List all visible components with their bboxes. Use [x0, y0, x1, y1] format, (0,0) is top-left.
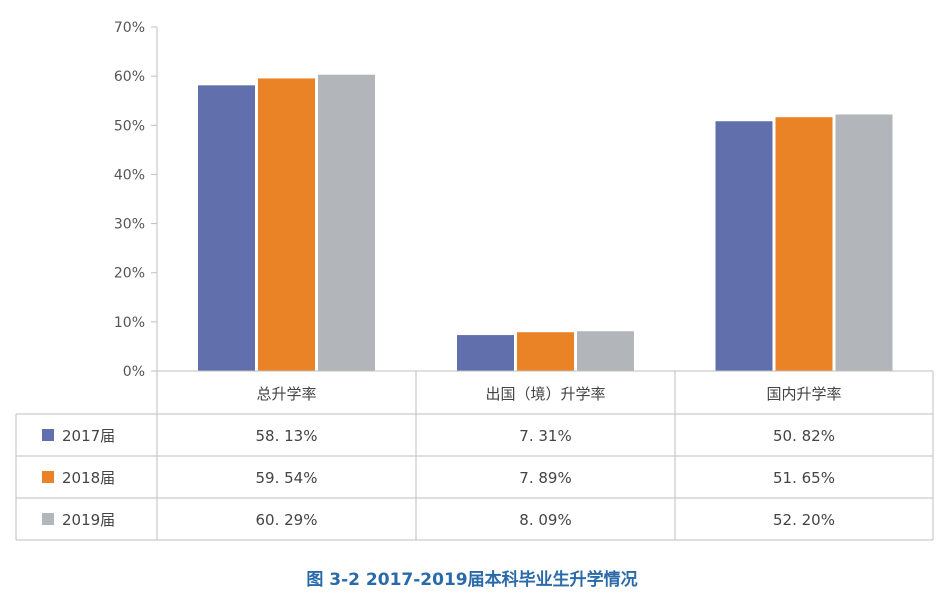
y-tick-label: 50%: [114, 118, 145, 134]
y-tick-label: 0%: [123, 364, 145, 380]
table-cell-value: 8. 09%: [519, 511, 571, 529]
bar-2019届: [318, 74, 375, 371]
table-cell-value: 51. 65%: [773, 469, 835, 487]
series-label: 2019届: [62, 511, 115, 529]
axis-layer: 0% 10% 20% 30% 40% 50% 60% 70%: [114, 20, 158, 540]
bar-2018届: [775, 117, 833, 371]
y-tick-label: 10%: [114, 315, 145, 331]
table-cell-value: 7. 89%: [519, 469, 571, 487]
legend-swatch: [42, 513, 54, 525]
bar-2018届: [258, 78, 315, 371]
data-table: 总升学率 出国（境）升学率 国内升学率 2017届 58. 13% 7. 31% 50. 8…: [15, 370, 934, 541]
category-label: 总升学率: [256, 385, 316, 403]
series-label: 2017届: [62, 427, 115, 445]
category-label: 国内升学率: [766, 385, 841, 403]
bar-2017届: [198, 85, 255, 371]
bar-2019届: [835, 114, 893, 371]
series-label: 2018届: [62, 469, 115, 487]
y-tick-label: 20%: [114, 266, 145, 282]
table-cell-value: 59. 54%: [256, 469, 318, 487]
bar-2019届: [577, 331, 634, 371]
figure-caption: 图 3-2 2017-2019届本科毕业生升学情况: [306, 569, 637, 590]
table-cell-value: 52. 20%: [773, 511, 835, 529]
bars-layer: [198, 74, 893, 371]
table-cell-value: 60. 29%: [256, 511, 318, 529]
legend-swatch: [42, 429, 54, 441]
bar-2017届: [457, 335, 514, 371]
bar-2017届: [715, 121, 773, 371]
y-tick-label: 60%: [114, 69, 145, 85]
table-cell-value: 58. 13%: [256, 427, 318, 445]
legend-swatch: [42, 471, 54, 483]
category-label: 出国（境）升学率: [485, 385, 605, 403]
y-tick-label: 40%: [114, 167, 145, 183]
table-cell-value: 7. 31%: [519, 427, 571, 445]
bar-2018届: [517, 332, 574, 371]
y-tick-label: 30%: [114, 217, 145, 233]
table-cell-value: 50. 82%: [773, 427, 835, 445]
y-tick-label: 70%: [114, 20, 145, 36]
